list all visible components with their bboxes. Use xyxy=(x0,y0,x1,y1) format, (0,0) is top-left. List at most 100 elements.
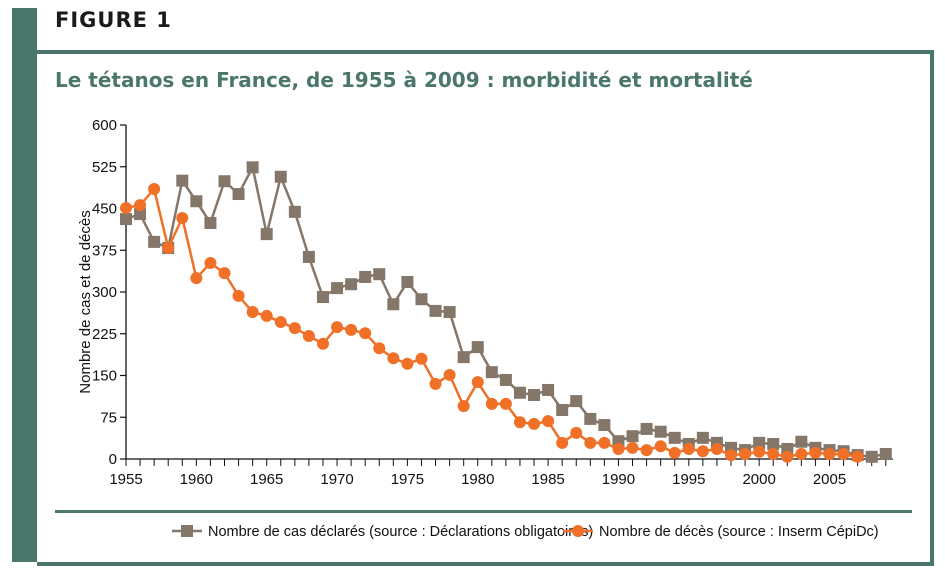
data-point-cas xyxy=(584,412,597,425)
figure-frame xyxy=(37,50,934,566)
data-point-deces xyxy=(429,377,442,390)
data-point-cas xyxy=(246,161,259,174)
y-tick-label: 375 xyxy=(92,242,117,259)
data-point-deces xyxy=(626,441,639,454)
x-tick-label: 1970 xyxy=(320,471,353,488)
data-point-cas xyxy=(134,208,147,221)
data-point-cas xyxy=(443,306,456,319)
data-point-deces xyxy=(753,445,766,458)
data-point-cas xyxy=(387,298,400,311)
x-tick-label: 1975 xyxy=(391,471,424,488)
legend-marker-square xyxy=(181,525,193,537)
data-point-cas xyxy=(373,268,386,281)
data-point-deces xyxy=(331,321,344,334)
data-point-cas xyxy=(260,228,273,241)
y-tick-label: 75 xyxy=(100,409,117,426)
data-point-cas xyxy=(204,216,217,229)
figure-label: FIGURE 1 xyxy=(55,8,172,32)
data-point-cas xyxy=(274,170,287,183)
data-point-deces xyxy=(316,337,329,350)
data-point-cas xyxy=(640,422,653,435)
data-point-deces xyxy=(190,272,203,285)
x-tick-label: 1980 xyxy=(461,471,494,488)
data-point-deces xyxy=(570,426,583,439)
y-tick-label: 450 xyxy=(92,201,117,218)
data-point-cas xyxy=(345,278,358,291)
data-point-deces xyxy=(218,267,231,280)
data-point-cas xyxy=(288,205,301,218)
data-point-deces xyxy=(542,415,555,428)
data-point-deces xyxy=(696,445,709,458)
data-point-cas xyxy=(429,304,442,317)
data-point-deces xyxy=(345,323,358,336)
series-line-0 xyxy=(125,163,887,459)
data-point-deces xyxy=(781,450,794,463)
data-point-deces xyxy=(274,316,287,329)
data-point-deces xyxy=(513,416,526,429)
x-tick-label: 1960 xyxy=(180,471,213,488)
data-point-deces xyxy=(401,357,414,370)
data-point-cas xyxy=(865,450,878,463)
data-point-deces xyxy=(120,201,132,214)
data-point-cas xyxy=(556,404,569,417)
y-tick-label: 525 xyxy=(92,159,117,176)
x-tick-label: 1985 xyxy=(531,471,564,488)
data-point-deces xyxy=(795,447,808,460)
data-point-deces xyxy=(162,242,175,255)
data-point-cas xyxy=(232,188,245,201)
data-point-deces xyxy=(528,417,541,430)
x-tick-label: 1990 xyxy=(602,471,635,488)
data-point-deces xyxy=(232,289,245,302)
data-point-cas xyxy=(218,175,231,188)
data-point-cas xyxy=(879,447,892,460)
x-tick-label: 1955 xyxy=(109,471,142,488)
data-point-deces xyxy=(457,400,470,413)
data-point-cas xyxy=(654,425,667,438)
data-point-deces xyxy=(471,376,484,389)
chart-title: Le tétanos en France, de 1955 à 2009 : m… xyxy=(55,68,753,92)
data-point-deces xyxy=(682,442,695,455)
data-point-cas xyxy=(598,419,611,432)
data-point-cas xyxy=(696,431,709,444)
data-point-cas xyxy=(120,213,132,226)
data-point-cas xyxy=(190,195,203,208)
data-point-cas xyxy=(331,282,344,295)
data-point-deces xyxy=(725,449,738,462)
legend-label-1: Nombre de décès (source : Inserm CépiDc) xyxy=(599,524,879,540)
data-point-deces xyxy=(246,306,259,319)
y-axis-label: Nombre de cas et de décès xyxy=(77,210,94,393)
data-point-deces xyxy=(387,352,400,365)
data-point-cas xyxy=(513,386,526,399)
data-point-cas xyxy=(626,430,639,443)
data-point-cas xyxy=(570,395,583,408)
data-point-deces xyxy=(598,436,611,449)
y-tick-label: 150 xyxy=(92,368,117,385)
data-point-cas xyxy=(767,437,780,450)
data-point-cas xyxy=(485,366,498,379)
data-point-cas xyxy=(415,293,428,306)
x-tick-label: 2000 xyxy=(742,471,775,488)
series-line-1 xyxy=(125,186,858,459)
data-point-deces xyxy=(739,447,752,460)
data-point-deces xyxy=(288,322,301,335)
legend-marker-circle xyxy=(572,525,584,537)
data-point-deces xyxy=(612,442,625,455)
data-point-cas xyxy=(668,431,681,444)
legend-divider xyxy=(55,510,912,513)
data-point-cas xyxy=(753,436,766,449)
data-point-deces xyxy=(556,436,569,449)
data-point-deces xyxy=(809,446,822,459)
data-point-deces xyxy=(823,447,836,460)
data-point-cas xyxy=(359,270,372,283)
data-point-deces xyxy=(851,450,864,463)
data-point-cas xyxy=(401,275,414,288)
data-point-deces xyxy=(204,257,217,270)
data-point-deces xyxy=(260,309,273,322)
data-point-deces xyxy=(134,199,147,212)
data-point-deces xyxy=(710,442,723,455)
data-point-deces xyxy=(443,368,456,381)
x-tick-label: 2005 xyxy=(813,471,846,488)
data-point-deces xyxy=(668,446,681,459)
data-point-cas xyxy=(316,291,329,304)
